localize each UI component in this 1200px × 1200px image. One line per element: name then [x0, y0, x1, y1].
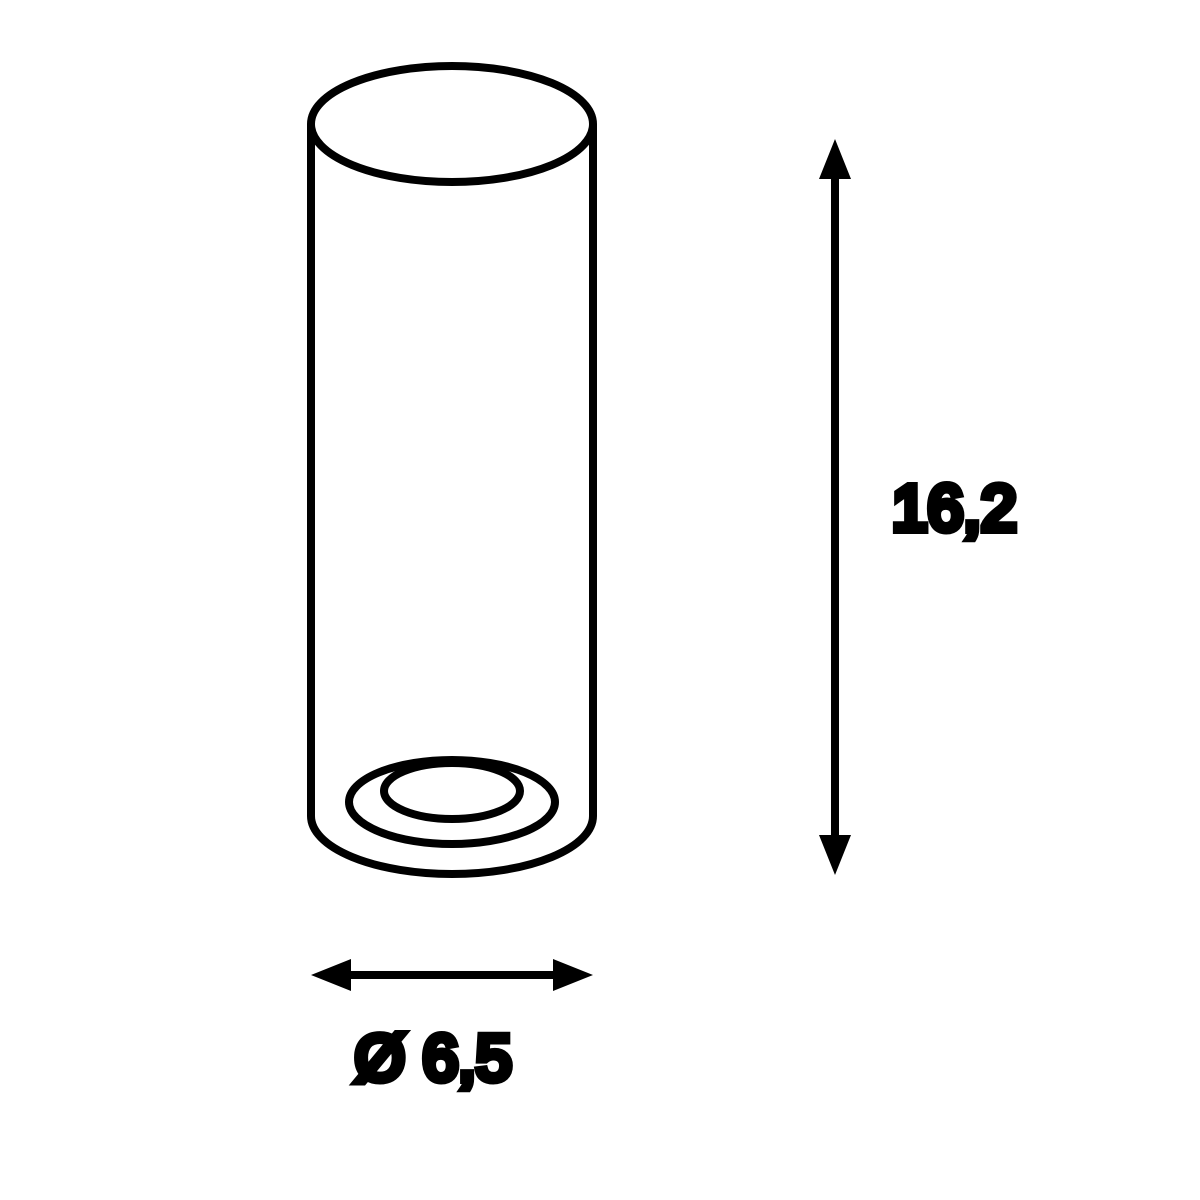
arrow-left-icon: [311, 959, 351, 991]
height-dimension: 16,2: [819, 139, 1017, 875]
arrow-down-icon: [819, 835, 851, 875]
cylinder-shape: [311, 66, 593, 874]
arrow-right-icon: [553, 959, 593, 991]
dimension-drawing: 16,2 Ø 6,5: [0, 0, 1200, 1200]
arrow-up-icon: [819, 139, 851, 179]
diameter-value: Ø 6,5: [355, 1022, 512, 1094]
diameter-dimension: Ø 6,5: [311, 959, 593, 1094]
height-value: 16,2: [892, 472, 1017, 544]
